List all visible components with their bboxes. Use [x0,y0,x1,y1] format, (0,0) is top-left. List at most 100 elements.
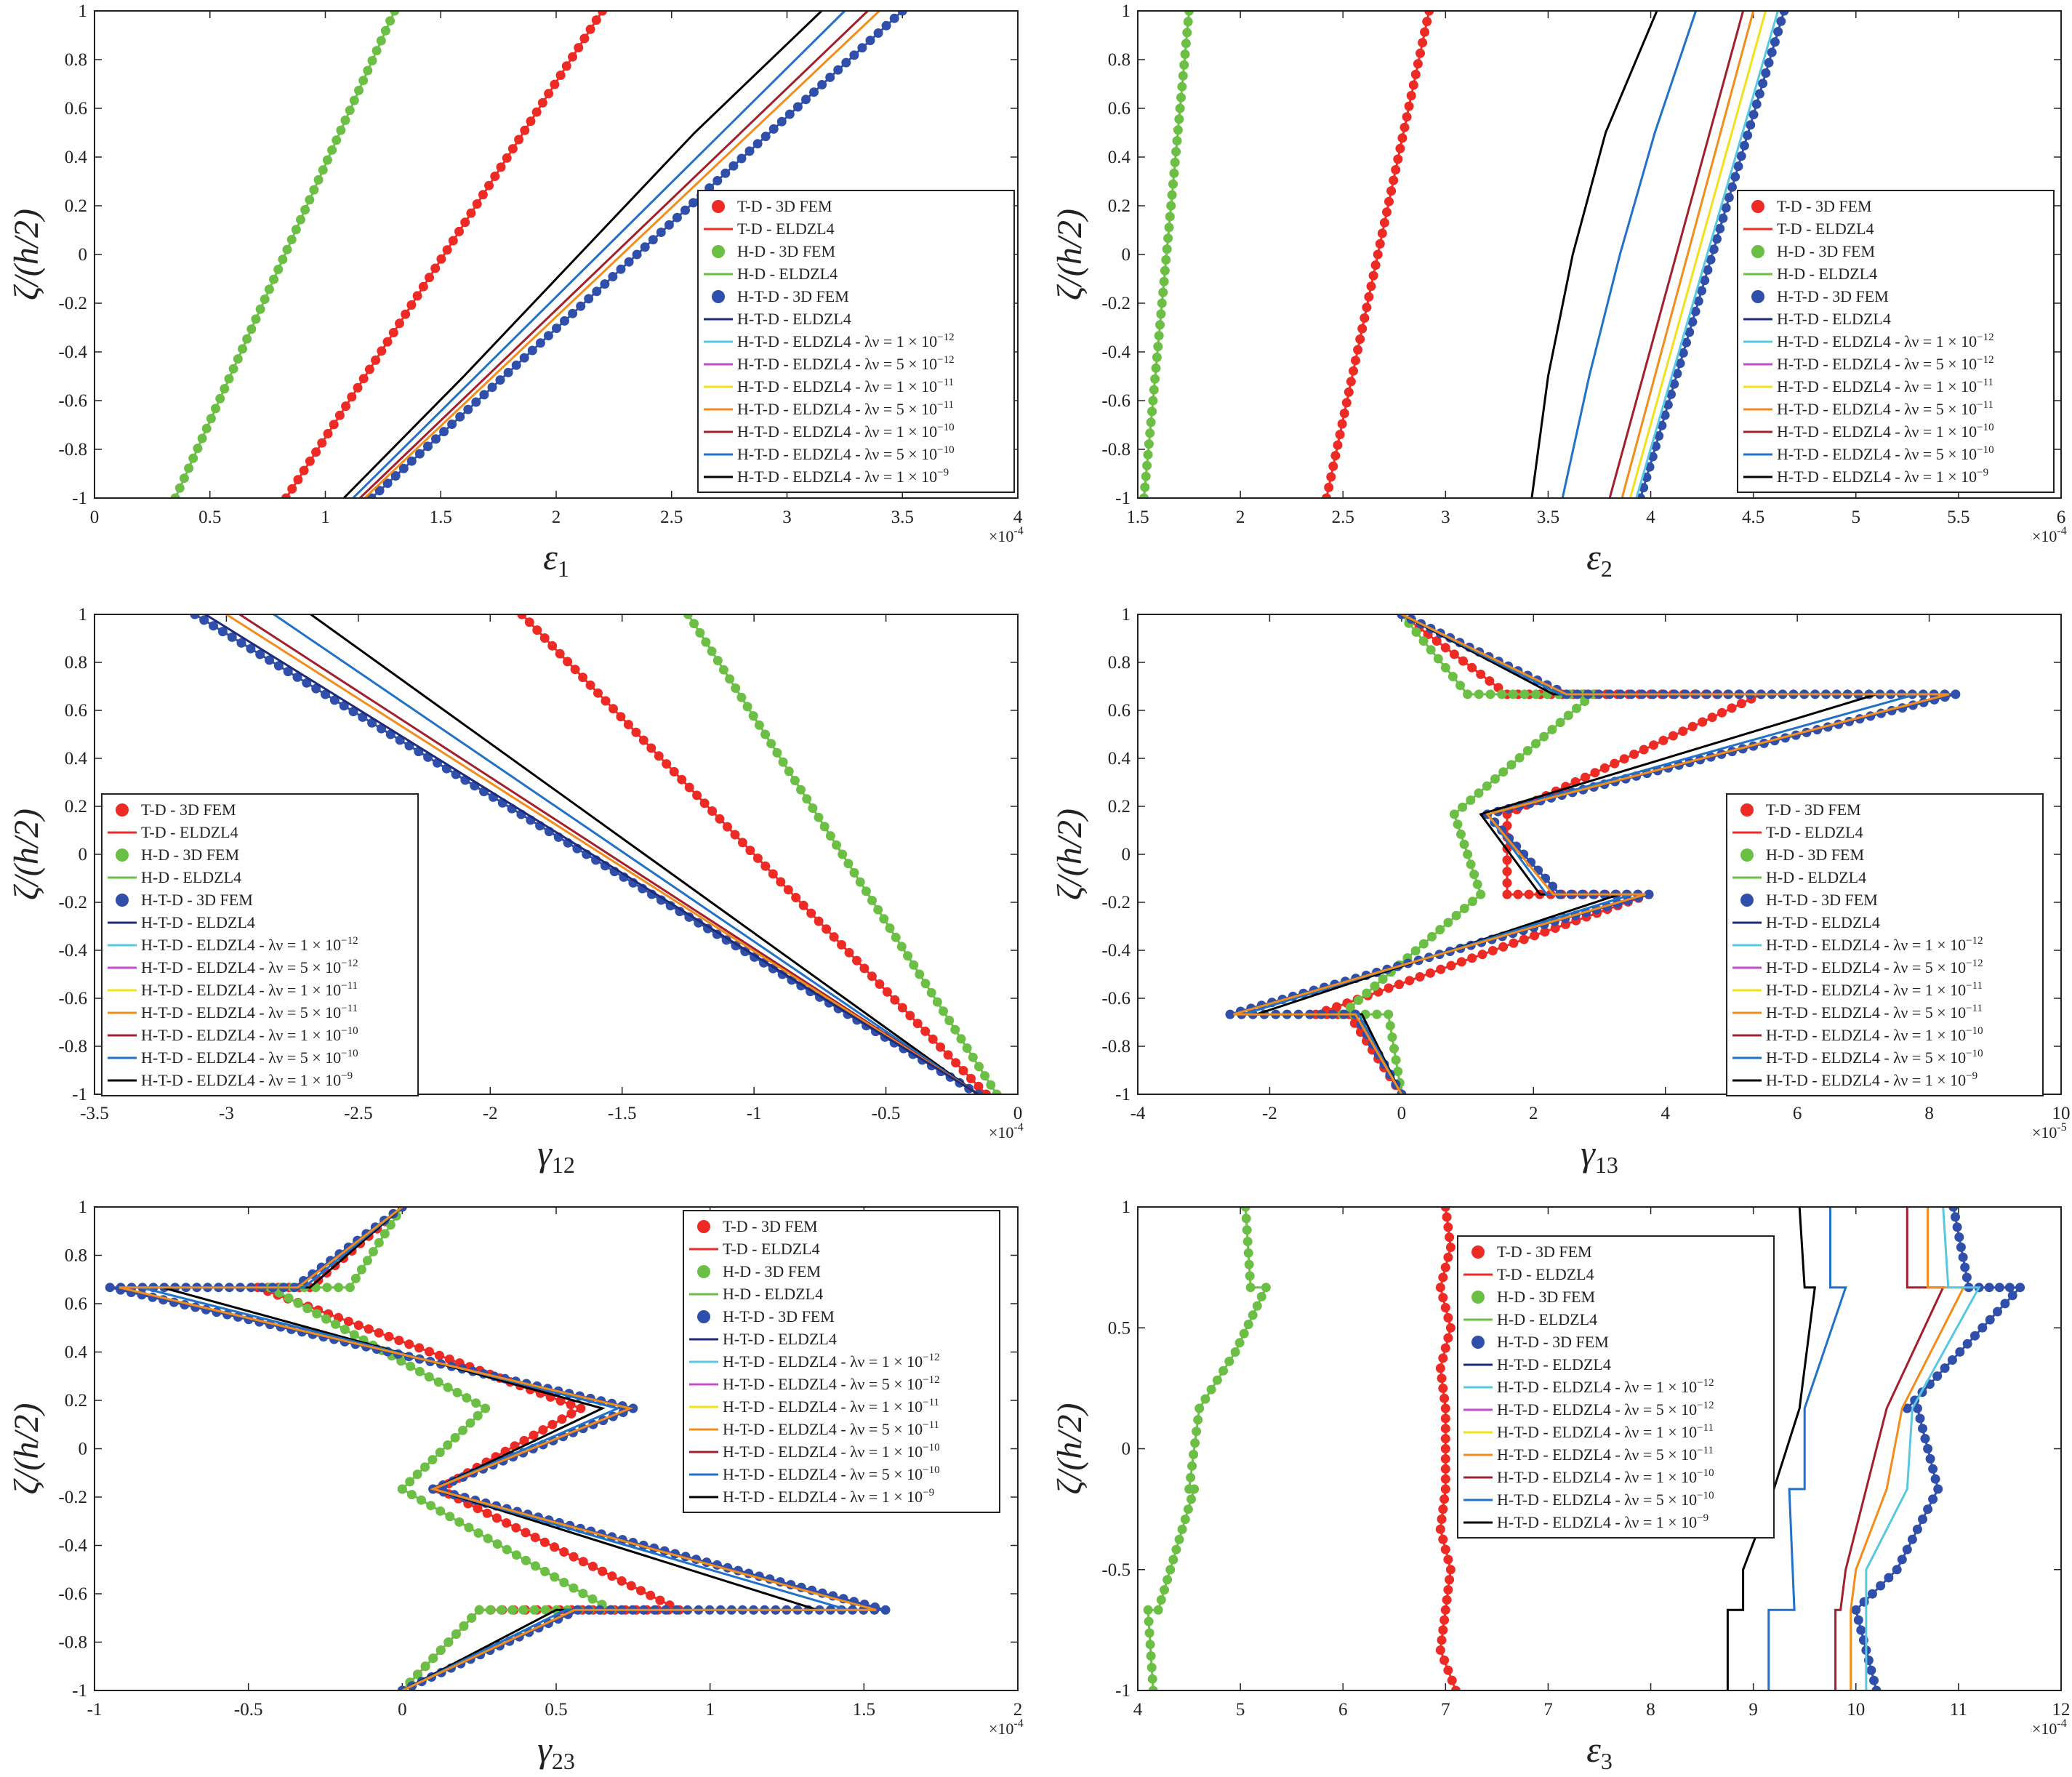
series-marker [768,124,779,134]
series-marker [412,291,422,301]
series-marker [540,1566,550,1576]
series-marker [1993,1307,2002,1317]
series-line [1855,1207,2023,1690]
series-marker [1150,374,1160,384]
series-marker [199,615,209,625]
series-marker [936,1042,946,1052]
legend-box [697,190,1015,493]
series-marker [332,135,342,145]
series-marker [1851,1605,1861,1615]
series-marker [459,1621,469,1631]
x-tick-label: -2 [1262,1104,1277,1123]
series-marker [943,1050,953,1060]
series-marker [1853,1615,1863,1625]
legend-label: T-D - 3D FEM [723,1217,818,1235]
series-marker [784,109,795,119]
series-marker [1384,1009,1394,1019]
series-marker [1416,48,1425,58]
series-line [1561,11,1698,498]
series-marker [507,1605,518,1615]
legend-label: H-T-D - 3D FEM [737,287,849,305]
series-marker [1663,400,1673,410]
series-marker [1761,68,1771,78]
series-marker [1230,1347,1240,1357]
series-marker [1884,1573,1894,1583]
series-marker [1469,870,1479,880]
legend: T-D - 3D FEM T-D - ELDZL4 H-D - 3D FEM H-D … [697,190,1015,493]
series-marker [358,374,369,384]
series-marker [1764,57,1774,68]
series-marker [458,1425,467,1435]
series-marker [825,831,835,841]
series-marker [865,36,875,46]
series-marker [1773,27,1783,36]
series-marker [857,43,867,53]
series-marker [1675,358,1685,369]
series-marker [1404,101,1414,111]
y-axis-label: ζ/(h/2) [7,209,46,300]
series-marker [662,759,672,769]
series-marker [806,908,816,918]
series-marker [609,704,618,714]
series-marker [473,1528,483,1538]
x-tick-label: 2 [1013,1700,1023,1720]
series-marker [1154,331,1164,341]
series-marker [511,360,521,370]
x-tick-label: 4 [1013,508,1023,527]
series-marker [736,153,747,164]
series-marker [1497,689,1507,699]
series-marker [1156,1595,1166,1605]
x-tick-label: -3.5 [80,1104,109,1123]
series-marker [932,997,942,1007]
series-marker [1438,1534,1448,1544]
y-tick-label: 0.4 [1108,148,1131,167]
series-marker [1442,1595,1452,1605]
series-marker [1148,1685,1158,1690]
series-marker [1948,1207,1959,1212]
series-marker [1147,1674,1157,1684]
series-marker [1443,1665,1453,1675]
series-marker [1435,1283,1445,1293]
series-marker [1393,1067,1403,1077]
y-tick-label: -1 [1115,1085,1131,1104]
series-marker [1440,1453,1450,1464]
series-marker [1754,89,1764,99]
series-marker [445,1512,455,1522]
series-marker [414,1366,425,1376]
series-marker [1644,889,1654,899]
series-marker [1431,636,1442,646]
legend-label: H-T-D - ELDZL4 - λν = 1 × 10−10 [1497,1467,1714,1486]
series-marker [692,790,702,801]
series-marker [1962,1339,1972,1349]
series-marker [550,79,560,89]
series-marker [427,1455,438,1465]
series-marker [598,1566,608,1576]
series-marker [1438,1625,1448,1635]
series-marker [623,720,633,729]
y-tick-label: -0.8 [58,1633,87,1653]
series-marker [1437,1373,1447,1384]
series-marker [731,683,741,693]
series-marker [1920,1434,1930,1444]
series-marker [1324,482,1334,492]
series-marker [1487,946,1498,955]
legend-label: H-T-D - ELDZL4 - λν = 5 × 10−11 [723,1419,939,1438]
series-marker [728,161,739,171]
y-axis-label: ζ/(h/2) [7,809,46,900]
series-marker [655,1595,665,1605]
series-marker [718,665,728,675]
series-line [225,614,979,1094]
series-marker [465,1418,475,1428]
y-tick-label: -0.2 [1101,294,1131,313]
series-marker [1152,352,1162,362]
series-marker [491,1513,502,1523]
series-marker [1153,342,1163,352]
series-marker [1443,1252,1453,1262]
series-marker [1440,1434,1450,1444]
legend-marker [116,894,129,907]
legend-label: H-T-D - ELDZL4 - λν = 1 × 10−12 [1497,1377,1714,1396]
series-marker [1439,1615,1450,1625]
y-tick-label: -0.8 [1101,1037,1131,1056]
series-marker [855,877,865,887]
y-tick-label: 0.6 [65,701,87,721]
